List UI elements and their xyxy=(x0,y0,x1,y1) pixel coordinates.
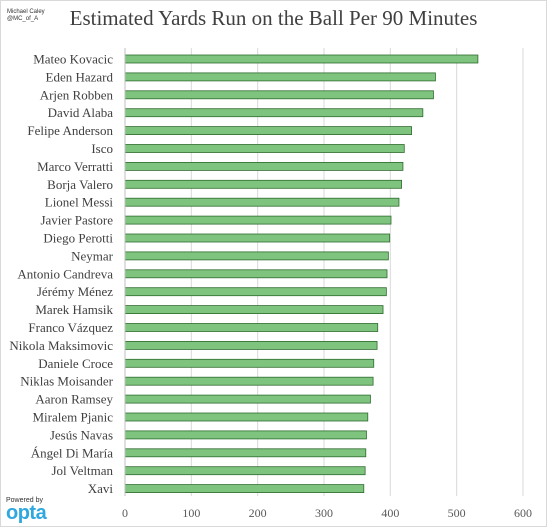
category-label: Borja Valero xyxy=(47,177,113,192)
category-label: Xavi xyxy=(88,481,114,496)
bar xyxy=(124,376,374,386)
category-label: Arjen Robben xyxy=(40,87,114,102)
category-label: Ángel Di María xyxy=(31,445,114,460)
category-label: David Alaba xyxy=(48,105,114,120)
x-tick-label: 100 xyxy=(182,506,200,520)
category-label: Antonio Candreva xyxy=(17,266,113,281)
chart-title: Estimated Yards Run on the Ball Per 90 M… xyxy=(69,6,478,30)
bar xyxy=(124,394,371,404)
author-handle: @MC_of_A xyxy=(7,16,39,22)
x-tick-label: 0 xyxy=(122,506,128,520)
bar xyxy=(124,466,366,476)
bar xyxy=(124,179,403,189)
bar xyxy=(124,305,384,315)
bar xyxy=(124,358,375,368)
bar xyxy=(124,144,405,153)
category-label: Lionel Messi xyxy=(45,195,114,210)
category-label: Eden Hazard xyxy=(46,69,114,84)
opta-logo: Powered by opta xyxy=(6,497,47,524)
category-label: Isco xyxy=(91,141,113,156)
category-label: Mateo Kovacic xyxy=(33,52,113,67)
bar xyxy=(124,287,387,297)
bar xyxy=(124,484,365,494)
category-label: Felipe Anderson xyxy=(27,123,113,138)
category-label: Jesús Navas xyxy=(50,427,113,442)
category-label: Nikola Maksimovic xyxy=(9,338,113,353)
x-tick-label: 200 xyxy=(249,506,267,520)
bar xyxy=(124,54,479,64)
bar xyxy=(124,72,436,82)
category-label: Franco Vázquez xyxy=(28,320,113,335)
x-tick-label: 600 xyxy=(514,506,532,520)
bar xyxy=(124,448,367,458)
x-tick-label: 300 xyxy=(315,506,333,520)
x-tick-label: 500 xyxy=(448,506,466,520)
bar xyxy=(124,430,367,440)
category-label: Marco Verratti xyxy=(37,159,113,174)
bar xyxy=(124,340,378,350)
author-credit: Michael Caley @MC_of_A xyxy=(7,9,45,23)
bar xyxy=(124,161,404,171)
bar xyxy=(124,197,400,207)
category-label: Jol Veltman xyxy=(51,463,113,478)
category-label: Diego Perotti xyxy=(43,231,113,246)
category-label: Jérémy Ménez xyxy=(37,284,113,299)
bar xyxy=(124,233,391,243)
bar xyxy=(124,126,412,135)
bar xyxy=(124,251,389,261)
category-label: Daniele Croce xyxy=(38,356,113,371)
category-label: Miralem Pjanic xyxy=(32,410,113,425)
bar xyxy=(124,108,424,118)
author-name: Michael Caley xyxy=(7,9,45,15)
logo-wordmark: opta xyxy=(6,502,47,524)
category-label: Aaron Ramsey xyxy=(35,392,113,407)
logo-powered-by: Powered by xyxy=(6,497,43,504)
category-label: Neymar xyxy=(71,248,114,263)
bar xyxy=(124,412,369,422)
bar xyxy=(124,269,388,279)
category-label: Javier Pastore xyxy=(40,213,113,228)
category-label: Marek Hamsik xyxy=(35,302,113,317)
bar xyxy=(124,215,392,225)
bar xyxy=(124,90,434,100)
x-tick-label: 400 xyxy=(381,506,399,520)
category-label: Niklas Moisander xyxy=(20,374,113,389)
bar xyxy=(124,323,379,332)
